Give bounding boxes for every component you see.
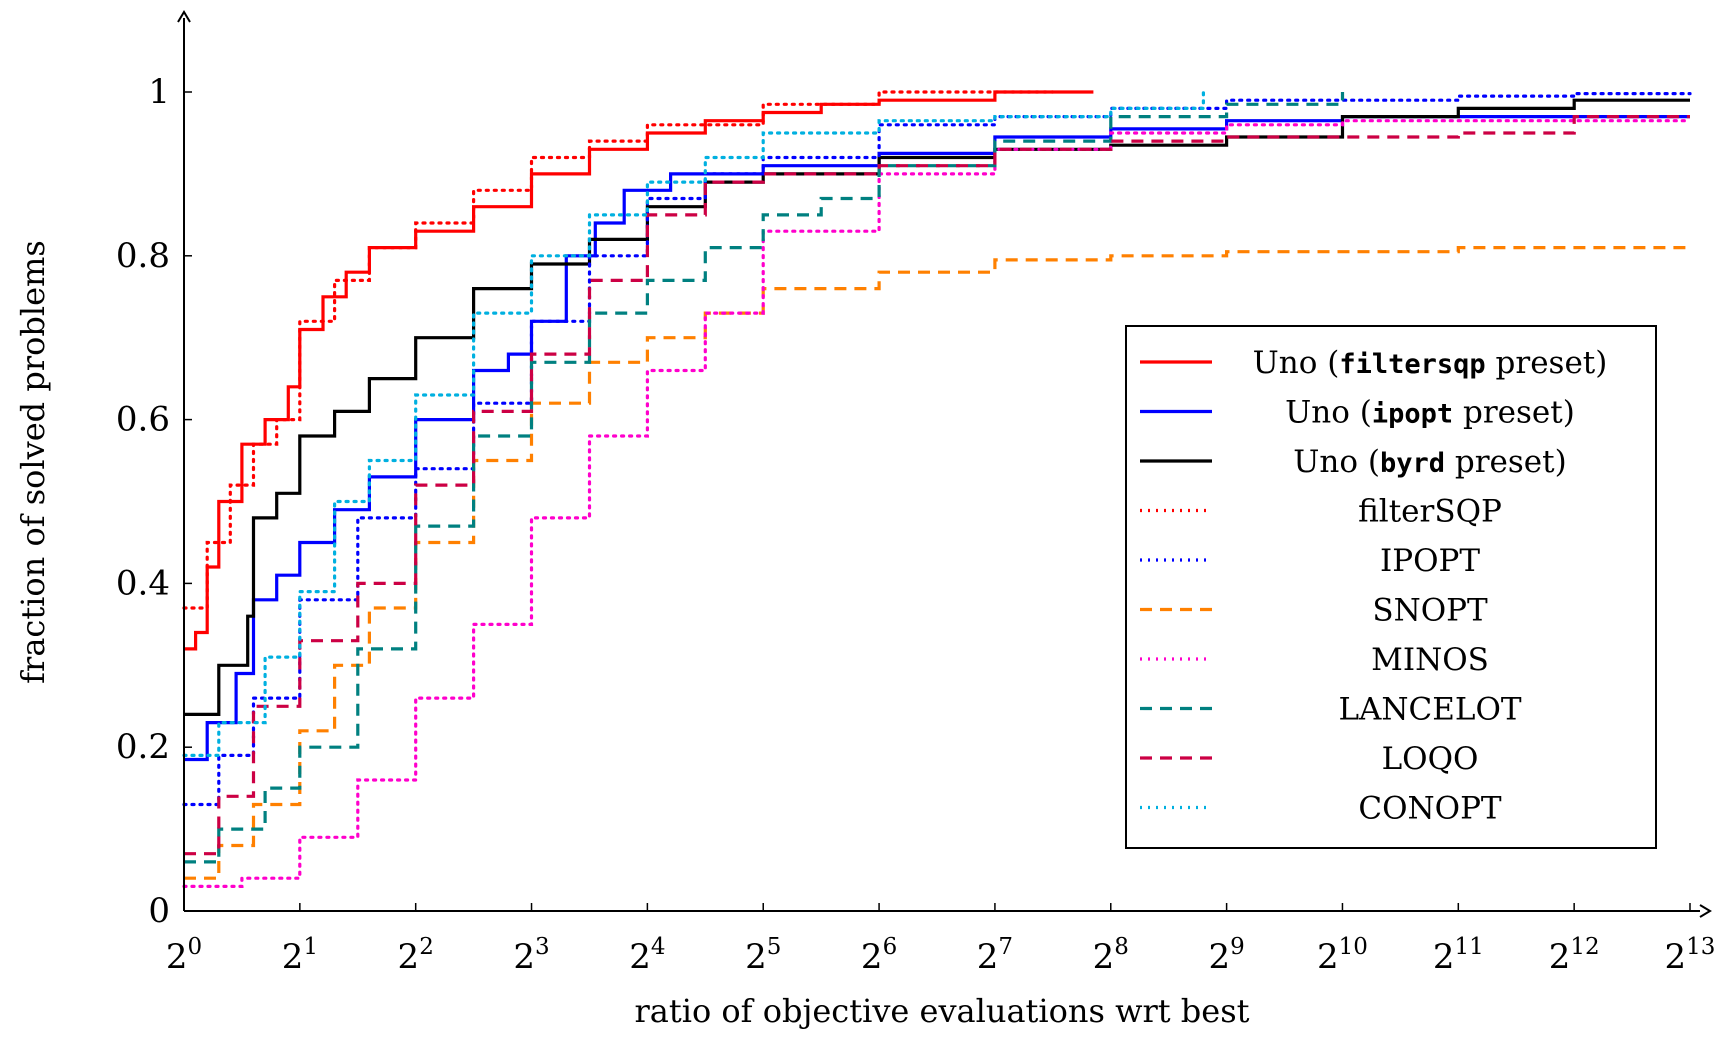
y-tick-label: 0.4 xyxy=(116,563,170,603)
x-tick-label: 20 xyxy=(166,934,202,977)
series-line-7 xyxy=(184,92,1345,864)
legend-label: IPOPT xyxy=(1380,543,1480,579)
y-tick-label: 0.8 xyxy=(116,236,170,276)
legend-label: filterSQP xyxy=(1358,494,1502,530)
legend-label: LANCELOT xyxy=(1338,692,1521,728)
y-tick-label: 0.2 xyxy=(116,727,170,767)
y-axis-arrowhead xyxy=(177,10,191,23)
legend-label: CONOPT xyxy=(1358,791,1502,827)
ticks-layer: 20 21 22 23 24 25 26 27 28 29 210 211 212 213 0 0.2 0.4 0… xyxy=(116,72,1716,977)
y-tick-label: 0 xyxy=(148,891,170,931)
legend-label: SNOPT xyxy=(1372,593,1488,629)
x-tick-label: 211 xyxy=(1433,934,1484,977)
x-tick-label: 21 xyxy=(282,934,318,977)
x-tick-label: 25 xyxy=(745,934,781,977)
y-axis-label: fraction of solved problems xyxy=(14,240,52,684)
x-tick-label: 28 xyxy=(1093,934,1129,977)
legend-box xyxy=(1125,325,1657,849)
x-tick-label: 212 xyxy=(1549,934,1600,977)
x-tick-label: 22 xyxy=(398,934,434,977)
series-line-3 xyxy=(182,90,1055,610)
y-tick-label: 1 xyxy=(148,72,170,112)
axes-layer xyxy=(177,10,1712,918)
series-line-2 xyxy=(184,98,1690,716)
x-axis-arrowhead xyxy=(1699,904,1712,918)
x-axis-label: ratio of objective evaluations wrt best xyxy=(635,992,1250,1030)
legend-label: Uno (filtersqp preset) xyxy=(1253,345,1608,381)
y-tick-label: 0.6 xyxy=(116,400,170,440)
x-tick-label: 24 xyxy=(629,934,665,977)
x-tick-label: 27 xyxy=(977,934,1013,977)
legend-label: MINOS xyxy=(1371,642,1489,678)
x-tick-label: 210 xyxy=(1317,934,1368,977)
series-line-5 xyxy=(184,246,1690,880)
x-tick-label: 23 xyxy=(513,934,549,977)
legend-label: Uno (ipopt preset) xyxy=(1285,395,1575,431)
x-tick-label: 213 xyxy=(1665,934,1716,977)
legend-label: LOQO xyxy=(1382,741,1479,777)
series-line-9 xyxy=(182,90,1205,757)
legend-label: Uno (byrd preset) xyxy=(1293,444,1566,480)
series-line-6 xyxy=(182,119,1692,888)
series-line-0 xyxy=(184,90,1094,651)
series-layer xyxy=(182,90,1692,888)
x-tick-label: 29 xyxy=(1208,934,1244,977)
legend: Uno (filtersqp preset) Uno (ipopt preset)… xyxy=(1125,325,1657,849)
x-tick-label: 26 xyxy=(861,934,897,977)
